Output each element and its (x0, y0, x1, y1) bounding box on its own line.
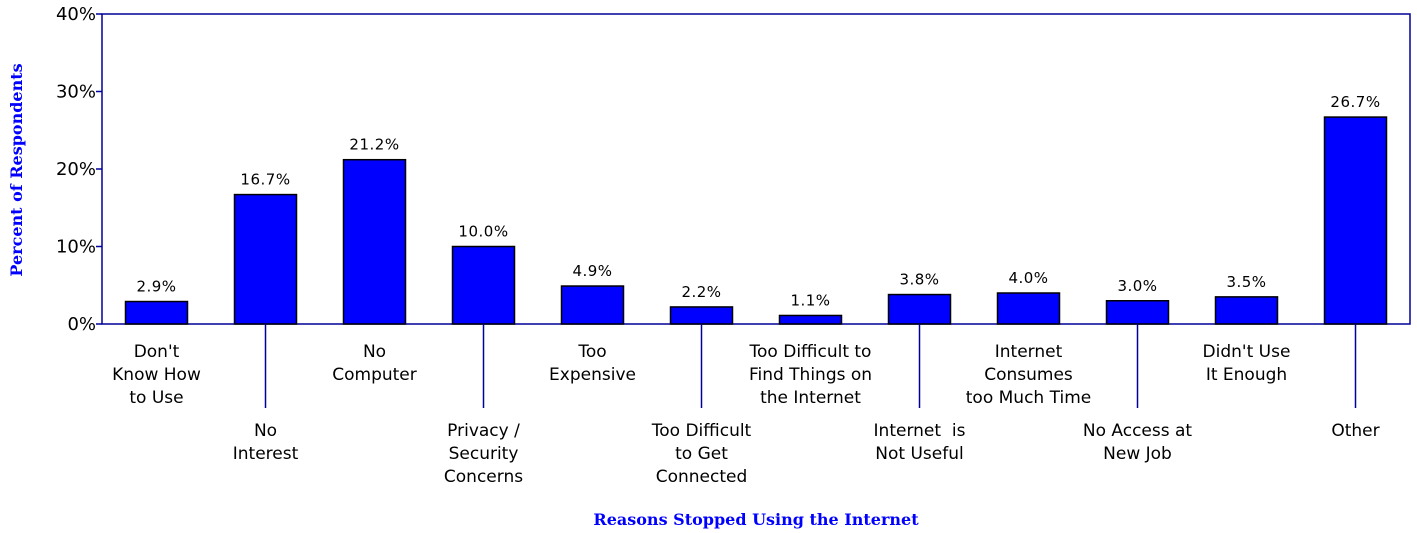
y-tick-label: 30% (56, 82, 96, 103)
bar (996, 292, 1061, 325)
y-axis-title: Percent of Respondents (7, 63, 26, 276)
bar (778, 314, 843, 325)
bars (124, 116, 1388, 325)
bar (560, 285, 625, 325)
category-label: No Computer (332, 342, 417, 385)
data-label: 10.0% (458, 223, 508, 241)
x-axis-title: Reasons Stopped Using the Internet (593, 510, 919, 529)
bar (1323, 116, 1388, 325)
data-label: 26.7% (1330, 93, 1380, 111)
data-label: 2.9% (136, 278, 176, 296)
data-label: 16.7% (240, 171, 290, 189)
category-label: Didn't Use It Enough (1203, 342, 1291, 385)
bar (124, 300, 189, 325)
data-label: 3.8% (899, 271, 939, 289)
bar (451, 245, 516, 325)
bar (887, 293, 952, 325)
category-label: Privacy / Security Concerns (444, 421, 523, 487)
bar (342, 158, 407, 325)
category-label: Don't Know How to Use (112, 342, 201, 408)
y-tick-label: 10% (56, 237, 96, 258)
data-label: 2.2% (681, 283, 721, 301)
y-axis: 0% 10% 20% 30% 40% (56, 4, 1411, 335)
category-label: Too Difficult to Get Connected (651, 421, 752, 487)
data-labels: 2.9% 16.7% 21.2% 10.0% 4.9% 2.2% 1.1% 3.8% 4.0% 3… (136, 93, 1380, 309)
y-tick-label: 0% (67, 314, 96, 335)
plot-frame (101, 13, 1411, 325)
data-label: 4.9% (572, 262, 612, 280)
category-label: Too Expensive (549, 342, 636, 385)
category-label: No Interest (233, 421, 299, 464)
category-label: Too Difficult to Find Things on the Intern… (749, 342, 873, 408)
data-label: 4.0% (1008, 269, 1048, 287)
category-label: Internet is Not Useful (874, 421, 966, 464)
y-tick-label: 20% (56, 159, 96, 180)
data-label: 21.2% (349, 136, 399, 154)
category-label: No Access at New Job (1083, 421, 1193, 464)
bar (669, 306, 734, 325)
category-label: Other (1331, 421, 1379, 441)
data-label: 3.0% (1117, 277, 1157, 295)
bar (1105, 300, 1170, 325)
category-labels: Don't Know How to Use No Interest No Computer P… (112, 324, 1380, 487)
bar (233, 193, 298, 325)
bar (1214, 296, 1279, 325)
category-label: Internet Consumes too Much Time (966, 342, 1091, 408)
data-label: 1.1% (790, 291, 830, 309)
y-tick-label: 40% (56, 4, 96, 25)
data-label: 3.5% (1226, 273, 1266, 291)
